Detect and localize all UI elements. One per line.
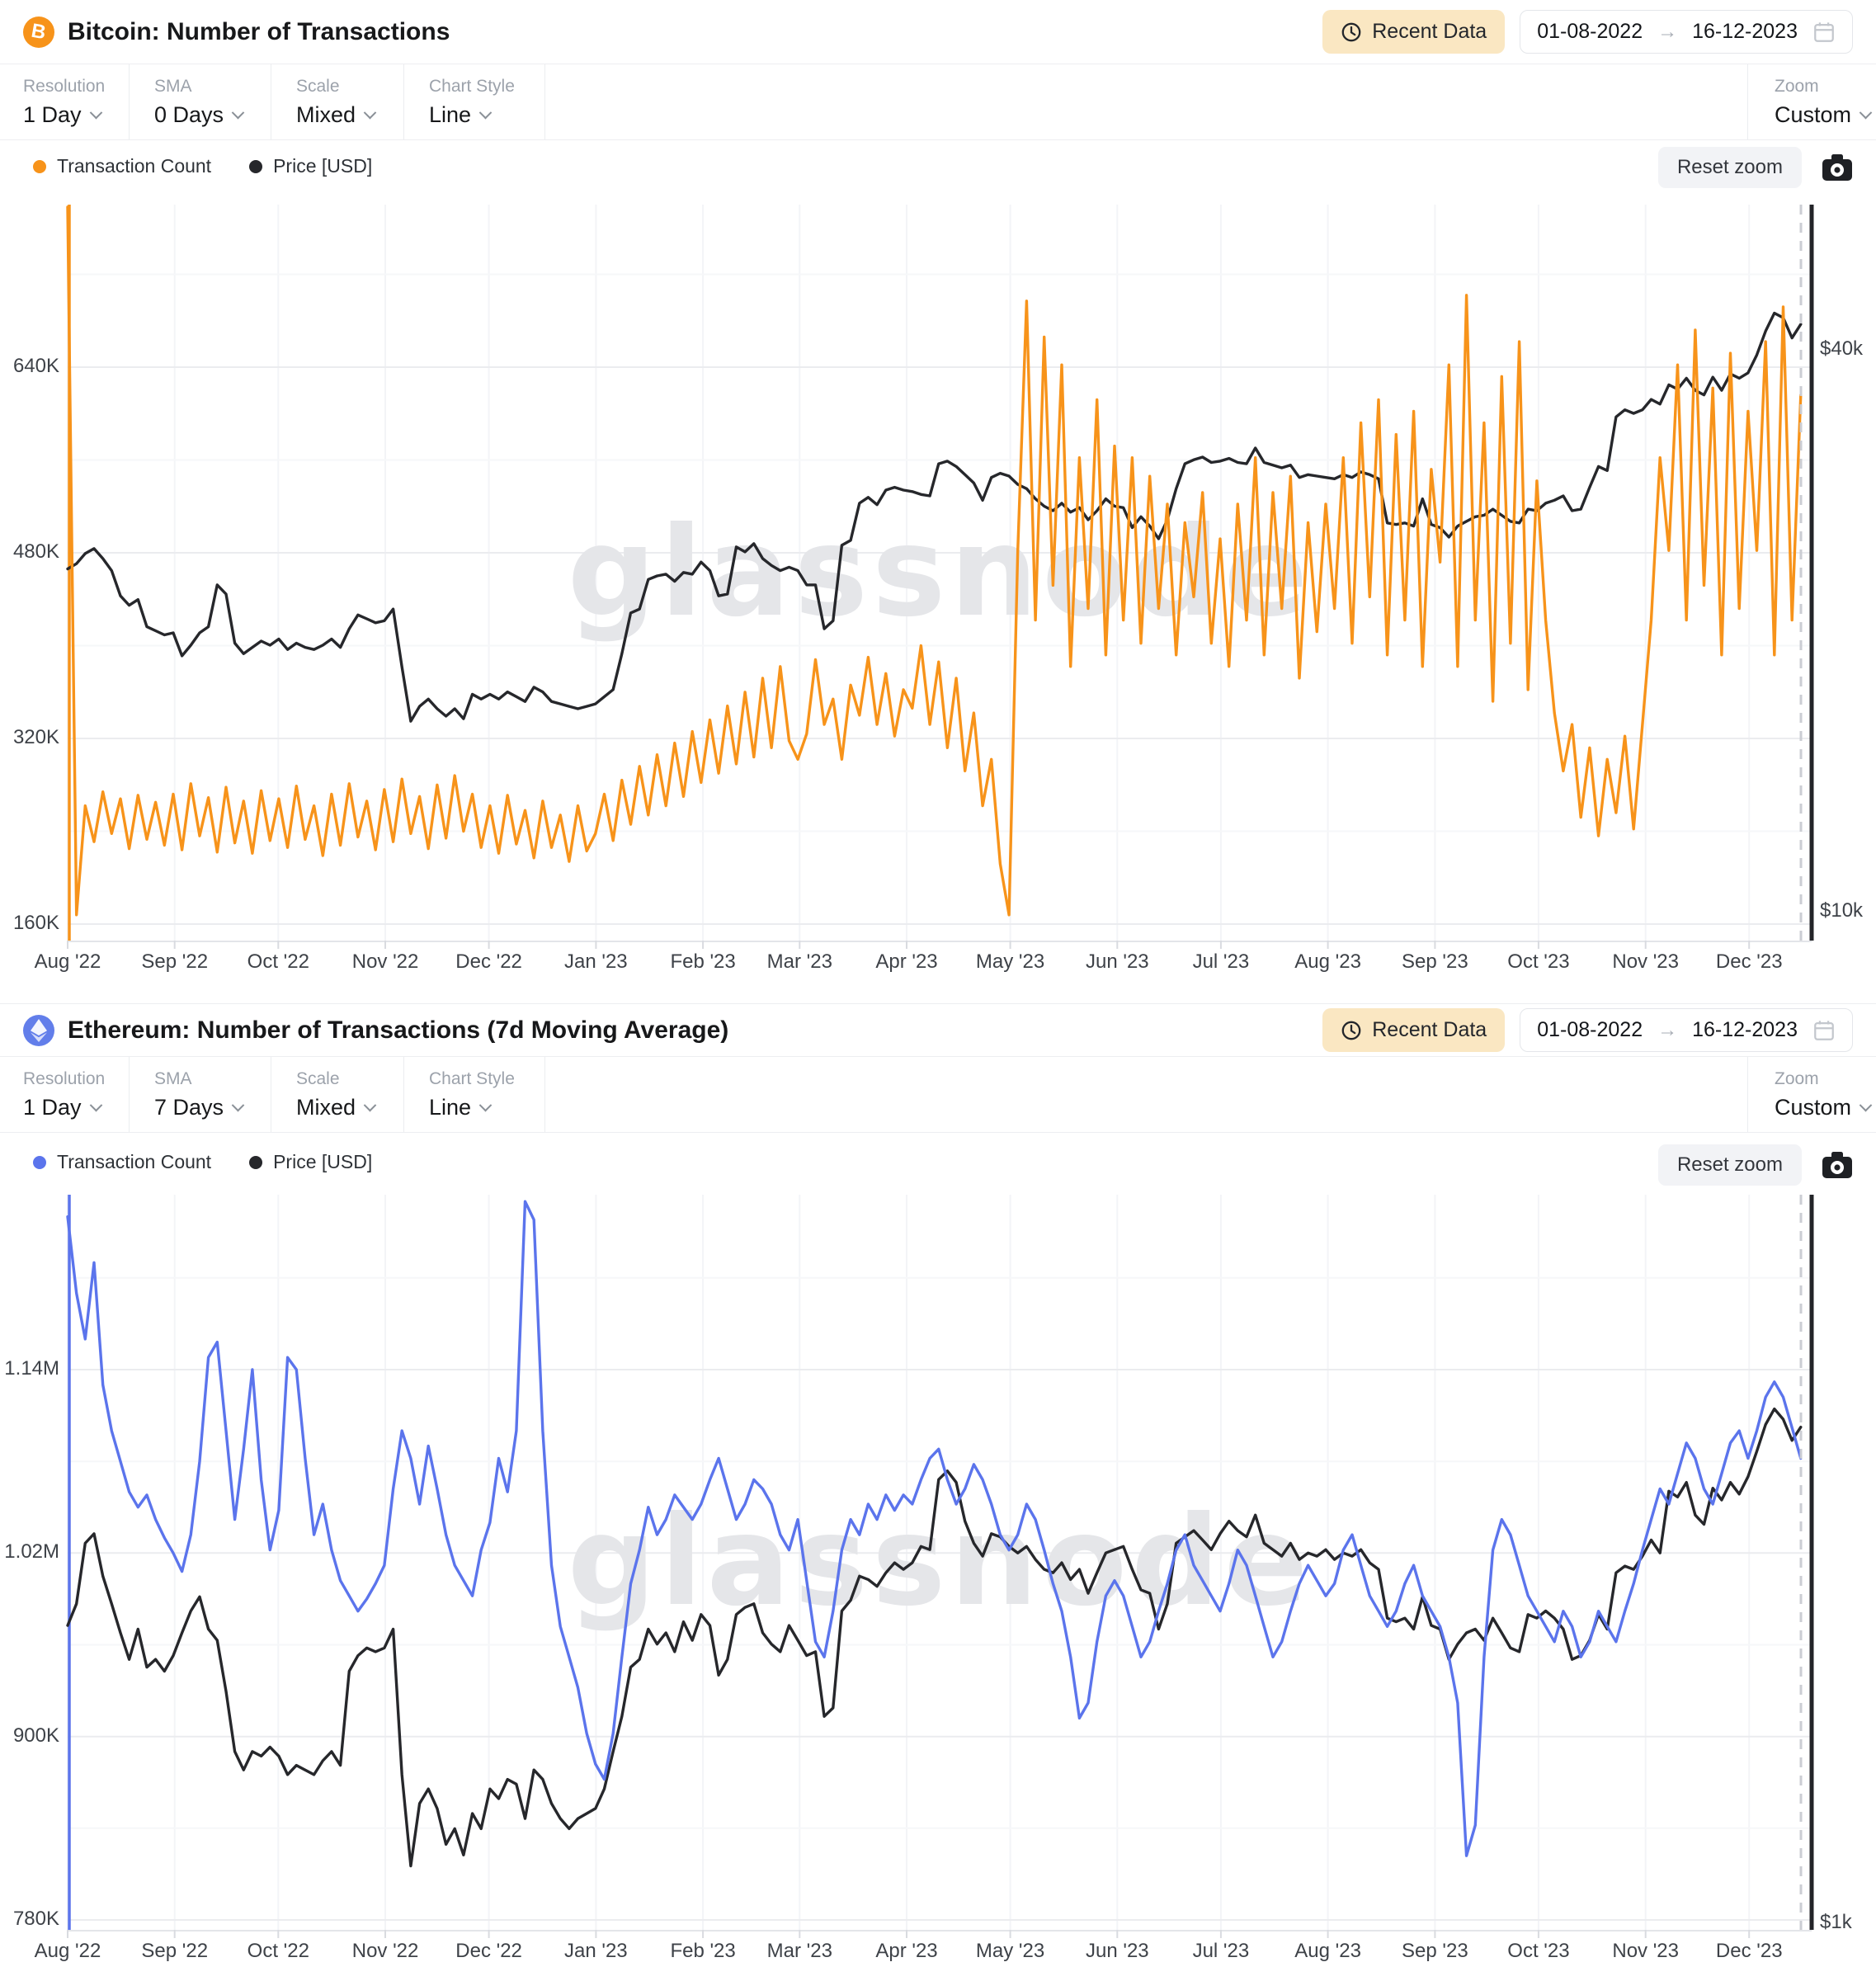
camera-icon bbox=[1822, 1152, 1852, 1178]
chevron-down-icon bbox=[363, 1098, 377, 1111]
date-to[interactable]: 16-12-2023 bbox=[1692, 1018, 1798, 1041]
dropdown-label: Zoom bbox=[1775, 1068, 1819, 1088]
screenshot-button[interactable] bbox=[1822, 153, 1853, 182]
chevron-down-icon bbox=[89, 1098, 102, 1111]
legend-dot bbox=[249, 1155, 263, 1169]
dropdown-label: Chart Style bbox=[429, 76, 515, 96]
legend-dot bbox=[33, 159, 46, 173]
ethereum-legend: Transaction Count Price [USD] bbox=[33, 1151, 372, 1173]
zoom-dropdown[interactable]: Zoom Custom bbox=[1747, 64, 1876, 139]
dropdown-value: Custom bbox=[1775, 101, 1852, 127]
dropdown-label: Scale bbox=[296, 1068, 340, 1088]
date-to[interactable]: 16-12-2023 bbox=[1692, 20, 1798, 43]
legend-label: Price [USD] bbox=[273, 155, 373, 177]
sma-dropdown[interactable]: SMA 0 Days bbox=[130, 64, 271, 139]
bitcoin-chart-canvas[interactable]: glassnode bbox=[0, 0, 1876, 1003]
ethereum-toolbar: Resolution 1 Day SMA 7 Days Scale Mixed … bbox=[0, 1057, 1876, 1133]
calendar-icon[interactable] bbox=[1812, 1019, 1836, 1042]
glassnode-watermark: glassnode bbox=[568, 1490, 1313, 1634]
date-range-picker[interactable]: 01-08-2022 → 16-12-2023 bbox=[1520, 1008, 1853, 1052]
date-from[interactable]: 01-08-2022 bbox=[1537, 20, 1643, 43]
arrow-right-icon: → bbox=[1657, 20, 1678, 43]
recent-data-label: Recent Data bbox=[1372, 1018, 1487, 1041]
chevron-down-icon bbox=[231, 1098, 245, 1111]
recent-data-button[interactable]: Recent Data bbox=[1322, 10, 1506, 54]
dropdown-label: Resolution bbox=[23, 76, 106, 96]
dropdown-value: 1 Day bbox=[23, 101, 82, 127]
calendar-icon[interactable] bbox=[1812, 21, 1836, 44]
dropdown-value: Custom bbox=[1775, 1094, 1852, 1120]
chevron-down-icon bbox=[231, 106, 245, 119]
dropdown-value: Mixed bbox=[296, 101, 356, 127]
chevron-down-icon bbox=[89, 106, 102, 119]
sma-dropdown[interactable]: SMA 7 Days bbox=[130, 1057, 271, 1132]
dropdown-value: Line bbox=[429, 1094, 472, 1120]
scale-dropdown[interactable]: Scale Mixed bbox=[271, 64, 404, 139]
bitcoin-header: B Bitcoin: Number of Transactions Recent… bbox=[0, 0, 1876, 64]
scale-dropdown[interactable]: Scale Mixed bbox=[271, 1057, 404, 1132]
legend-item-price[interactable]: Price [USD] bbox=[249, 1151, 372, 1173]
date-range-picker[interactable]: 01-08-2022 → 16-12-2023 bbox=[1520, 10, 1853, 54]
screenshot-button[interactable] bbox=[1822, 1151, 1853, 1179]
legend-dot bbox=[33, 1155, 46, 1169]
bitcoin-toolbar: Resolution 1 Day SMA 0 Days Scale Mixed … bbox=[0, 64, 1876, 140]
chevron-down-icon bbox=[478, 1098, 493, 1111]
legend-dot bbox=[249, 159, 263, 173]
dropdown-value: Mixed bbox=[296, 1094, 356, 1120]
chevron-down-icon bbox=[1859, 106, 1873, 119]
legend-item-transaction-count[interactable]: Transaction Count bbox=[33, 1151, 211, 1173]
recent-data-label: Recent Data bbox=[1372, 20, 1487, 43]
recent-data-button[interactable]: Recent Data bbox=[1322, 1008, 1506, 1052]
dropdown-value: 7 Days bbox=[154, 1094, 224, 1120]
dropdown-value: Line bbox=[429, 101, 472, 127]
clock-icon bbox=[1341, 22, 1361, 41]
resolution-dropdown[interactable]: Resolution 1 Day bbox=[0, 1057, 130, 1132]
legend-item-transaction-count[interactable]: Transaction Count bbox=[33, 155, 211, 177]
chart-style-dropdown[interactable]: Chart Style Line bbox=[404, 1057, 545, 1132]
legend-label: Transaction Count bbox=[57, 155, 212, 177]
bitcoin-panel: glassnode B Bitcoin: Number of Transacti… bbox=[0, 0, 1876, 1003]
dropdown-label: Scale bbox=[296, 76, 340, 96]
chart-style-dropdown[interactable]: Chart Style Line bbox=[404, 64, 545, 139]
legend-item-price[interactable]: Price [USD] bbox=[249, 155, 372, 177]
dropdown-value: 0 Days bbox=[154, 101, 224, 127]
zoom-dropdown[interactable]: Zoom Custom bbox=[1747, 1057, 1876, 1132]
clock-icon bbox=[1341, 1021, 1361, 1040]
ethereum-header: Ethereum: Number of Transactions (7d Mov… bbox=[0, 1004, 1876, 1057]
resolution-dropdown[interactable]: Resolution 1 Day bbox=[0, 64, 130, 139]
chevron-down-icon bbox=[478, 106, 493, 119]
dropdown-value: 1 Day bbox=[23, 1094, 82, 1120]
reset-zoom-button[interactable]: Reset zoom bbox=[1657, 1144, 1802, 1186]
legend-label: Transaction Count bbox=[57, 1151, 212, 1172]
date-from[interactable]: 01-08-2022 bbox=[1537, 1018, 1643, 1041]
dropdown-label: SMA bbox=[154, 1068, 192, 1088]
camera-icon bbox=[1822, 154, 1852, 181]
arrow-right-icon: → bbox=[1657, 1018, 1678, 1041]
dropdown-label: Zoom bbox=[1775, 76, 1819, 96]
chevron-down-icon bbox=[363, 106, 377, 119]
dropdown-label: Resolution bbox=[23, 1068, 106, 1088]
dropdown-label: SMA bbox=[154, 76, 192, 96]
panel-title: Ethereum: Number of Transactions (7d Mov… bbox=[68, 1016, 729, 1044]
ethereum-icon bbox=[23, 1014, 54, 1046]
ethereum-chart-canvas[interactable]: glassnode bbox=[0, 1004, 1876, 1981]
bitcoin-icon: B bbox=[23, 16, 54, 48]
panel-title: Bitcoin: Number of Transactions bbox=[68, 17, 450, 45]
ethereum-panel: glassnode Ethereum: Number of Transactio… bbox=[0, 1003, 1876, 1980]
bitcoin-legend: Transaction Count Price [USD] bbox=[33, 155, 372, 177]
dropdown-label: Chart Style bbox=[429, 1068, 515, 1088]
legend-label: Price [USD] bbox=[273, 1151, 373, 1172]
chevron-down-icon bbox=[1859, 1098, 1873, 1111]
reset-zoom-button[interactable]: Reset zoom bbox=[1657, 147, 1802, 188]
